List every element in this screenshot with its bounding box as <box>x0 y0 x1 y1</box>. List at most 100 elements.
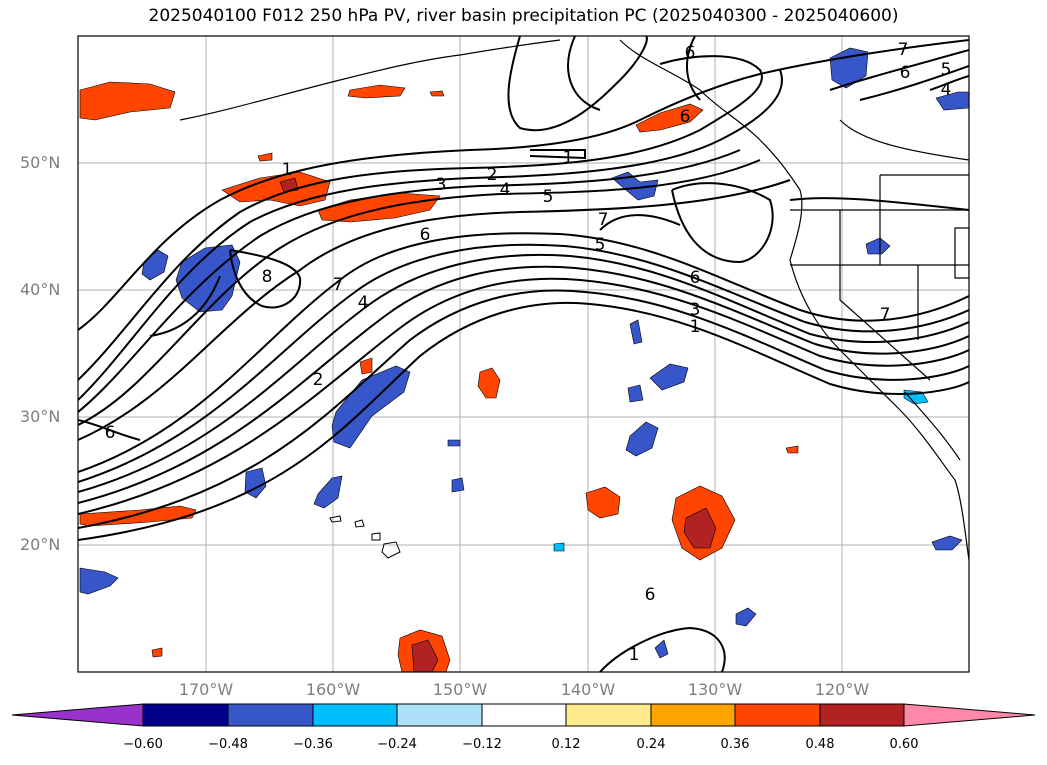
lat-label-20n: 20°N <box>20 535 61 554</box>
island <box>371 532 381 541</box>
pv-contour <box>78 253 969 493</box>
pv-contour <box>149 275 221 337</box>
colorbar <box>11 703 1036 727</box>
colorbar-tick: −0.48 <box>208 737 248 752</box>
island <box>329 515 342 523</box>
pv-contour <box>859 65 969 101</box>
pv-contour <box>78 55 763 381</box>
contour-label: 2 <box>487 165 498 185</box>
contour-label: 4 <box>500 180 511 200</box>
precip-positive-region <box>683 507 717 549</box>
precip-positive-region <box>585 486 621 519</box>
baja-coast <box>904 391 961 461</box>
precip-positive-region <box>317 192 441 223</box>
pv-contour <box>78 243 969 483</box>
contour-label: 4 <box>941 80 952 100</box>
coastlines <box>179 39 969 561</box>
lon-label-140w: 140°W <box>560 680 616 699</box>
precip-negative-region <box>244 467 267 499</box>
contour-label: 6 <box>690 268 701 288</box>
precip-positive-region <box>429 90 445 97</box>
pv-contour <box>78 179 791 441</box>
island <box>381 541 401 559</box>
pv-contour <box>78 69 783 401</box>
precip-positive-region <box>347 84 406 99</box>
precip-positive-region <box>635 103 704 133</box>
precip-negative-region <box>447 439 461 447</box>
pv-contour <box>599 626 726 672</box>
pv-contour <box>789 197 969 211</box>
contour-label: 6 <box>645 585 656 605</box>
contour-label: 1 <box>690 317 701 337</box>
precip-negative-region <box>627 384 644 403</box>
canada-border <box>839 119 969 161</box>
lon-label-170w: 170°W <box>178 680 234 699</box>
precip-positive-region <box>785 445 799 454</box>
precip-negative-region <box>313 475 343 509</box>
pv-contour <box>78 277 969 515</box>
contour-label: 7 <box>333 275 344 295</box>
contour-label: 1 <box>629 645 640 665</box>
island <box>354 519 365 528</box>
contour-labels: 1 2 3 4 5 6 7 8 6 5 6 7 6 3 1 1 2 4 6 7 … <box>105 40 952 665</box>
pv-contour <box>671 182 774 264</box>
contour-label: 6 <box>420 225 431 245</box>
negative-precip-anomalies <box>79 47 969 659</box>
contour-label: 1 <box>282 160 293 180</box>
precip-positive-region <box>477 367 501 399</box>
pv-contour <box>78 232 969 473</box>
lon-label-120w: 120°W <box>814 680 870 699</box>
contour-label: 4 <box>358 293 369 313</box>
lat-label-40n: 40°N <box>20 280 61 299</box>
pv-contour <box>78 159 761 426</box>
colorbar-tick: −0.24 <box>377 737 417 752</box>
precip-negative-region <box>649 363 689 391</box>
precip-positive-region <box>221 171 331 207</box>
pv-contour <box>229 249 302 309</box>
contour-label: 6 <box>685 43 696 63</box>
colorbar-tick: 0.12 <box>551 737 581 752</box>
gridlines <box>78 36 969 672</box>
precip-negative-region <box>141 249 169 281</box>
pv-contour <box>507 36 648 131</box>
colorbar-tick: 0.24 <box>636 737 666 752</box>
lat-label-50n: 50°N <box>20 153 61 172</box>
contour-label: 5 <box>595 235 606 255</box>
precip-positive-region <box>151 647 163 658</box>
pv-contour <box>599 214 681 231</box>
precip-positive-region <box>79 81 176 121</box>
lon-label-130w: 130°W <box>687 680 743 699</box>
pv-contour <box>929 75 969 91</box>
precip-positive-region <box>279 177 299 193</box>
pv-contour <box>78 301 969 541</box>
precip-negative-region <box>654 639 669 659</box>
precip-positive-region <box>257 152 273 162</box>
contour-label: 7 <box>880 305 891 325</box>
colorbar-tick: 0.60 <box>889 737 919 752</box>
precip-positive-region <box>359 357 373 375</box>
colorbar-extend-right <box>903 703 1036 727</box>
colorbar-tick: −0.12 <box>462 737 502 752</box>
north-america-coast <box>619 39 969 561</box>
precip-negative-region <box>611 171 659 201</box>
pv-contour <box>829 49 969 91</box>
precip-negative-region <box>735 607 757 627</box>
pv-contour <box>78 289 969 529</box>
colorbar-tick: 0.36 <box>720 737 750 752</box>
precip-negative-region <box>629 319 643 345</box>
pv-contour <box>78 265 969 504</box>
islands <box>329 515 401 559</box>
contour-label: 7 <box>898 40 909 60</box>
pv-contour <box>78 149 741 413</box>
map-frame <box>77 35 970 673</box>
precip-negative-region <box>331 365 411 449</box>
precip-negative-region <box>865 237 891 255</box>
contour-label: 3 <box>690 300 701 320</box>
precip-negative-region <box>931 535 963 551</box>
lat-label-30n: 30°N <box>20 407 61 426</box>
pv-contour <box>78 419 141 441</box>
state-border <box>954 227 969 279</box>
precip-negative-region <box>935 91 969 111</box>
pv-contour <box>78 39 969 331</box>
contour-label: 6 <box>105 423 116 443</box>
